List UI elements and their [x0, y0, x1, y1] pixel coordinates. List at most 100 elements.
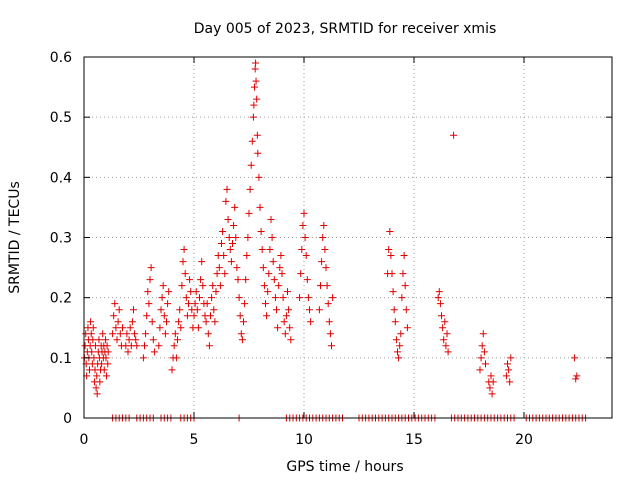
data-point: [87, 318, 95, 326]
data-point: [219, 227, 227, 235]
data-point: [196, 294, 203, 302]
data-point: [488, 390, 496, 398]
y-tick-label: 0.3: [50, 231, 72, 247]
data-point: [387, 252, 395, 260]
data-point: [141, 342, 148, 350]
data-point: [130, 306, 137, 314]
data-points: [80, 59, 590, 422]
data-point: [163, 318, 170, 326]
data-point: [104, 348, 112, 356]
data-point: [279, 294, 287, 302]
data-point: [285, 306, 293, 314]
data-point: [207, 312, 214, 320]
data-point: [202, 318, 210, 326]
data-point: [388, 270, 396, 278]
data-point: [249, 113, 257, 121]
data-point: [479, 330, 487, 338]
data-point: [161, 330, 169, 338]
data-point: [143, 312, 151, 320]
data-point: [307, 318, 315, 326]
data-point: [251, 83, 258, 91]
data-point: [236, 312, 244, 320]
data-point: [223, 185, 231, 193]
data-point: [210, 306, 218, 314]
data-point: [95, 336, 103, 344]
data-point: [193, 306, 201, 314]
data-point: [324, 300, 332, 308]
data-point: [233, 264, 241, 272]
data-point: [482, 360, 489, 368]
data-point: [96, 378, 104, 386]
data-point: [222, 197, 230, 205]
data-point: [109, 330, 117, 338]
y-tick-label: 0.5: [50, 110, 72, 126]
grid: [84, 57, 612, 418]
data-point: [171, 330, 179, 338]
data-point: [126, 324, 134, 332]
data-point: [172, 354, 180, 362]
data-point: [198, 258, 206, 266]
data-point: [155, 342, 163, 350]
x-axis-label: GPS time / hours: [286, 459, 403, 475]
data-point: [179, 258, 187, 266]
data-point: [156, 324, 164, 332]
data-point: [252, 77, 260, 85]
data-point: [102, 336, 110, 344]
data-point: [178, 282, 186, 290]
data-point: [218, 240, 225, 248]
data-point: [100, 366, 108, 374]
data-point: [253, 95, 261, 103]
data-point: [399, 270, 407, 278]
data-point: [168, 366, 176, 374]
data-point: [227, 258, 235, 266]
data-point: [148, 318, 156, 326]
data-point: [317, 282, 324, 290]
data-point: [282, 312, 290, 320]
y-tick-label: 0: [63, 411, 72, 427]
data-point: [87, 330, 95, 338]
data-point: [99, 330, 107, 338]
data-point: [277, 252, 285, 260]
data-point: [259, 264, 267, 272]
data-point: [226, 246, 234, 254]
data-point: [203, 300, 211, 308]
data-point: [329, 294, 337, 302]
data-point: [397, 330, 405, 338]
data-point: [438, 312, 445, 320]
data-point: [89, 336, 97, 344]
data-point: [170, 342, 178, 350]
data-point: [133, 342, 141, 350]
data-point: [176, 306, 184, 314]
data-point: [180, 246, 188, 254]
data-point: [255, 173, 263, 181]
data-point: [478, 342, 486, 350]
data-point: [185, 300, 192, 308]
data-point: [326, 330, 334, 338]
data-point: [139, 354, 147, 362]
data-point: [269, 258, 277, 266]
data-point: [486, 384, 494, 392]
data-point: [306, 306, 313, 314]
data-point: [182, 294, 190, 302]
data-point: [301, 234, 309, 241]
data-point: [92, 384, 100, 392]
data-point: [102, 354, 110, 362]
data-point: [123, 330, 131, 338]
data-point: [248, 137, 256, 145]
data-point: [298, 246, 306, 254]
data-point: [315, 306, 323, 314]
data-point: [505, 366, 513, 374]
data-point: [245, 209, 253, 217]
data-point: [392, 336, 400, 344]
data-point: [225, 234, 233, 241]
data-point: [164, 300, 172, 308]
data-point: [396, 342, 404, 350]
data-point: [391, 318, 399, 326]
data-point: [489, 378, 497, 386]
data-point: [323, 282, 331, 290]
data-point: [144, 288, 152, 296]
y-tick-label: 0.4: [50, 170, 72, 186]
y-tick-label: 0.6: [50, 50, 72, 66]
data-point: [145, 300, 153, 308]
